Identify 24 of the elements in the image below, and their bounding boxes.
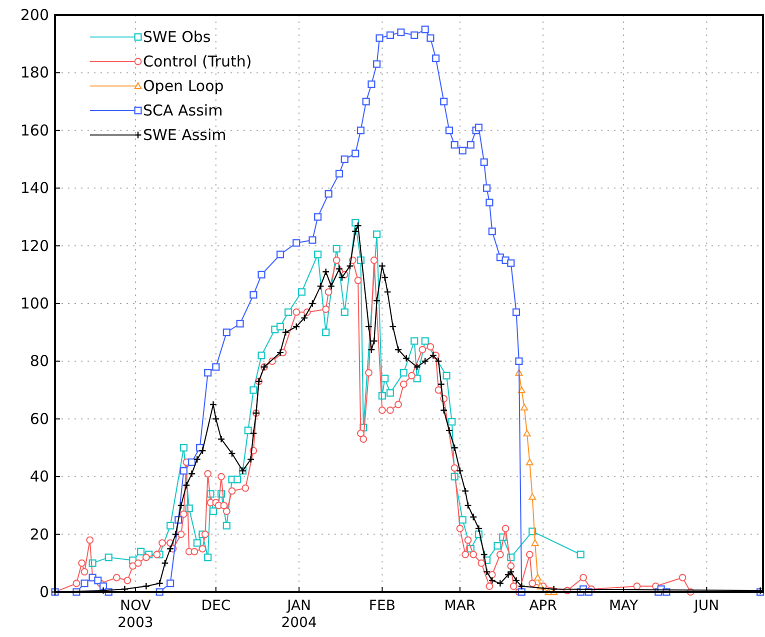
y-tick-label: 20 — [30, 525, 49, 544]
y-tick-label: 180 — [20, 64, 49, 82]
x-tick-label: FEB — [368, 598, 396, 614]
x-tick-label: APR — [529, 598, 558, 614]
x-tick-label: JUN — [693, 598, 720, 614]
x-tick-label: JAN 2004 — [281, 598, 317, 631]
x-tick-label: MAR — [444, 598, 476, 614]
legend-label: Control (Truth) — [143, 52, 252, 70]
y-tick-label: 0 — [39, 583, 49, 601]
x-tick-label: DEC — [201, 598, 231, 614]
y-tick-label: 60 — [30, 410, 49, 428]
x-tick-label: MAY — [608, 598, 639, 614]
y-tick-label: 40 — [30, 468, 49, 486]
legend-label: Open Loop — [143, 77, 224, 95]
y-tick-label: 140 — [20, 179, 49, 198]
y-tick-label: 160 — [20, 121, 49, 140]
x-tick-label: NOV 2003 — [118, 598, 154, 631]
legend-label: SWE Obs — [143, 28, 211, 46]
y-tick-label: 200 — [20, 6, 49, 24]
legend-label: SWE Assim — [143, 126, 226, 144]
y-tick-label: 100 — [20, 294, 49, 312]
legend-label: SCA Assim — [143, 102, 223, 120]
y-tick-label: 80 — [30, 352, 49, 370]
y-tick-label: 120 — [20, 236, 49, 255]
